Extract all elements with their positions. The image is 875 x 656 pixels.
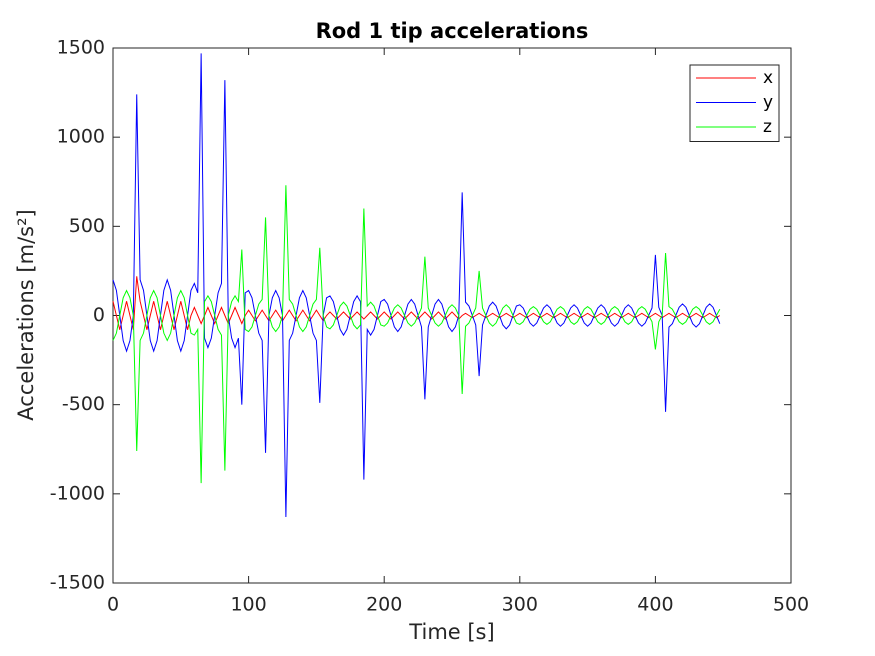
series-line — [112, 185, 721, 484]
legend-label: y — [763, 93, 773, 113]
y-tick-label: -500 — [62, 393, 105, 415]
chart-title: Rod 1 tip accelerations — [316, 19, 589, 43]
x-tick-label: 200 — [366, 594, 402, 616]
series-line — [112, 53, 721, 518]
x-tick-label: 500 — [773, 594, 809, 616]
x-tick-label: 300 — [502, 594, 538, 616]
y-tick-label: 1000 — [57, 126, 105, 148]
legend-label: z — [763, 117, 772, 137]
x-axis-label: Time [s] — [408, 620, 494, 644]
y-tick-label: 1500 — [57, 37, 105, 59]
legend-label: x — [763, 68, 773, 88]
x-tick-label: 0 — [107, 594, 119, 616]
x-tick-label: 400 — [637, 594, 673, 616]
y-tick-label: 500 — [69, 215, 105, 237]
y-tick-label: -1500 — [50, 572, 105, 594]
y-tick-label: 0 — [93, 304, 105, 326]
x-tick-label: 100 — [230, 594, 266, 616]
y-axis-label: Accelerations [m/s²] — [14, 209, 38, 420]
legend: xyz — [689, 64, 780, 142]
y-tick-label: -1000 — [50, 482, 105, 504]
